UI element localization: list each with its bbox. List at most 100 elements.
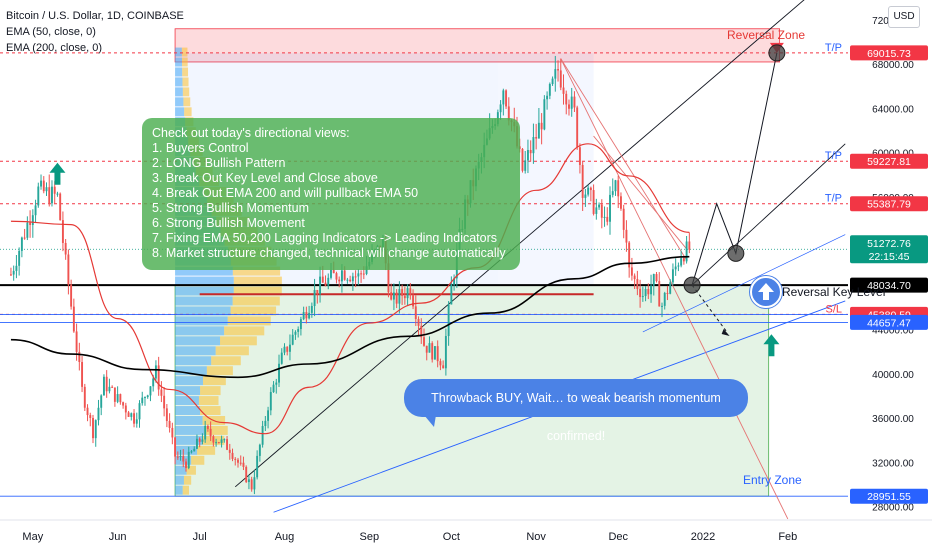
volume-profile-bar — [200, 386, 221, 396]
candle-body — [554, 69, 557, 79]
currency-button[interactable]: USD — [888, 6, 920, 28]
candle-body — [127, 412, 130, 417]
ema50-legend[interactable]: EMA (50, close, 0) — [6, 26, 96, 38]
candle-body — [61, 220, 64, 243]
throwback-note[interactable]: Throwback BUY, Wait… to weak bearish mom… — [404, 379, 748, 443]
x-tick-label: 2022 — [691, 531, 715, 543]
candle-body — [94, 420, 97, 439]
candle-body — [592, 190, 595, 214]
directional-view-line: 2. LONG Bullish Pattern — [152, 156, 286, 170]
directional-view-line: 1. Buyers Control — [152, 141, 249, 155]
candle-body — [614, 180, 617, 192]
candle-body — [526, 149, 529, 161]
candle-body — [414, 306, 417, 320]
price-tag-key[interactable] — [850, 277, 928, 293]
candle-body — [505, 90, 508, 107]
candle-body — [198, 438, 201, 442]
candle-body — [598, 204, 601, 208]
price-tag-tp[interactable] — [850, 45, 928, 61]
candle-body — [53, 186, 56, 194]
candle-body — [412, 295, 415, 307]
y-tick-label: 68000.00 — [872, 60, 914, 71]
price-tag-entry[interactable] — [850, 314, 928, 330]
volume-profile-bar — [175, 326, 225, 336]
candle-body — [395, 292, 398, 304]
level-label: T/P — [825, 42, 842, 54]
candle-body — [280, 352, 283, 364]
ema200-legend[interactable]: EMA (200, close, 0) — [6, 42, 102, 54]
candle-body — [48, 187, 51, 204]
candle-body — [568, 104, 570, 109]
candle-body — [18, 250, 21, 266]
volume-profile-bar — [215, 346, 249, 356]
candle-body — [392, 292, 395, 300]
candle-body — [671, 269, 674, 283]
pivot-circle — [768, 44, 786, 62]
price-tag-price[interactable] — [850, 235, 928, 264]
candle-body — [152, 378, 155, 387]
candle-body — [310, 306, 313, 313]
candle-body — [551, 78, 554, 85]
candle-body — [417, 319, 420, 326]
reversal-zone-label: Reversal Zone — [727, 28, 806, 42]
volume-profile-bar — [200, 406, 221, 415]
candle-body — [256, 455, 259, 478]
directional-views-note[interactable]: Check out today's directional views: 1. B… — [142, 118, 520, 270]
candle-body — [335, 273, 338, 280]
candle-body — [135, 419, 138, 424]
price-axis[interactable] — [848, 0, 932, 550]
volume-profile-bar — [175, 87, 183, 97]
candle-body — [275, 382, 278, 385]
candle-body — [269, 392, 272, 411]
price-tag-tp[interactable] — [850, 196, 928, 212]
candle-body — [338, 279, 341, 282]
candle-body — [231, 452, 234, 459]
directional-view-line: 7. Fixing EMA 50,200 Lagging Indicators … — [152, 231, 498, 245]
candle-body — [680, 258, 683, 266]
level-label: T/P — [825, 150, 842, 162]
price-tag-text: 55387.79 — [867, 199, 911, 211]
candle-body — [124, 405, 127, 413]
pivot-circle — [683, 276, 701, 294]
x-tick-label: May — [22, 531, 43, 543]
volume-profile-bar — [211, 356, 241, 366]
candle-body — [387, 263, 390, 293]
candle-body — [606, 216, 609, 222]
candle-body — [420, 325, 423, 338]
trend-line — [642, 234, 846, 333]
candle-body — [108, 386, 111, 392]
candle-body — [425, 345, 428, 353]
candle-body — [524, 160, 527, 171]
x-tick-label: Feb — [778, 531, 797, 543]
trend-line — [560, 58, 687, 261]
candle-body — [130, 413, 133, 417]
candle-body — [291, 334, 294, 345]
volume-profile-bar — [175, 57, 183, 67]
candle-body — [535, 137, 538, 139]
directional-view-line: 3. Break Out Key Level and Close above — [152, 171, 378, 185]
volume-profile-bar — [202, 376, 226, 386]
candle-body — [622, 208, 625, 230]
candle-body — [190, 451, 193, 453]
candle-body — [29, 222, 32, 225]
candle-body — [663, 292, 666, 306]
entry-zone-label: Entry Zone — [743, 473, 802, 487]
candle-body — [122, 402, 125, 406]
price-tag-tp[interactable] — [850, 153, 928, 169]
time-axis[interactable] — [0, 520, 848, 550]
x-tick-label: Oct — [443, 531, 460, 543]
reversal-zone — [174, 28, 781, 63]
candle-body — [149, 386, 152, 396]
candle-body — [674, 266, 677, 270]
price-tag-entry[interactable] — [850, 488, 928, 504]
volume-profile-bar — [232, 296, 280, 306]
candle-body — [34, 205, 37, 216]
trend-line — [593, 135, 687, 250]
candle-body — [349, 279, 352, 282]
candle-body — [264, 420, 267, 427]
volume-profile-bar — [175, 416, 203, 425]
candle-body — [228, 449, 231, 453]
candle-body — [442, 365, 445, 369]
candle-body — [639, 288, 642, 298]
